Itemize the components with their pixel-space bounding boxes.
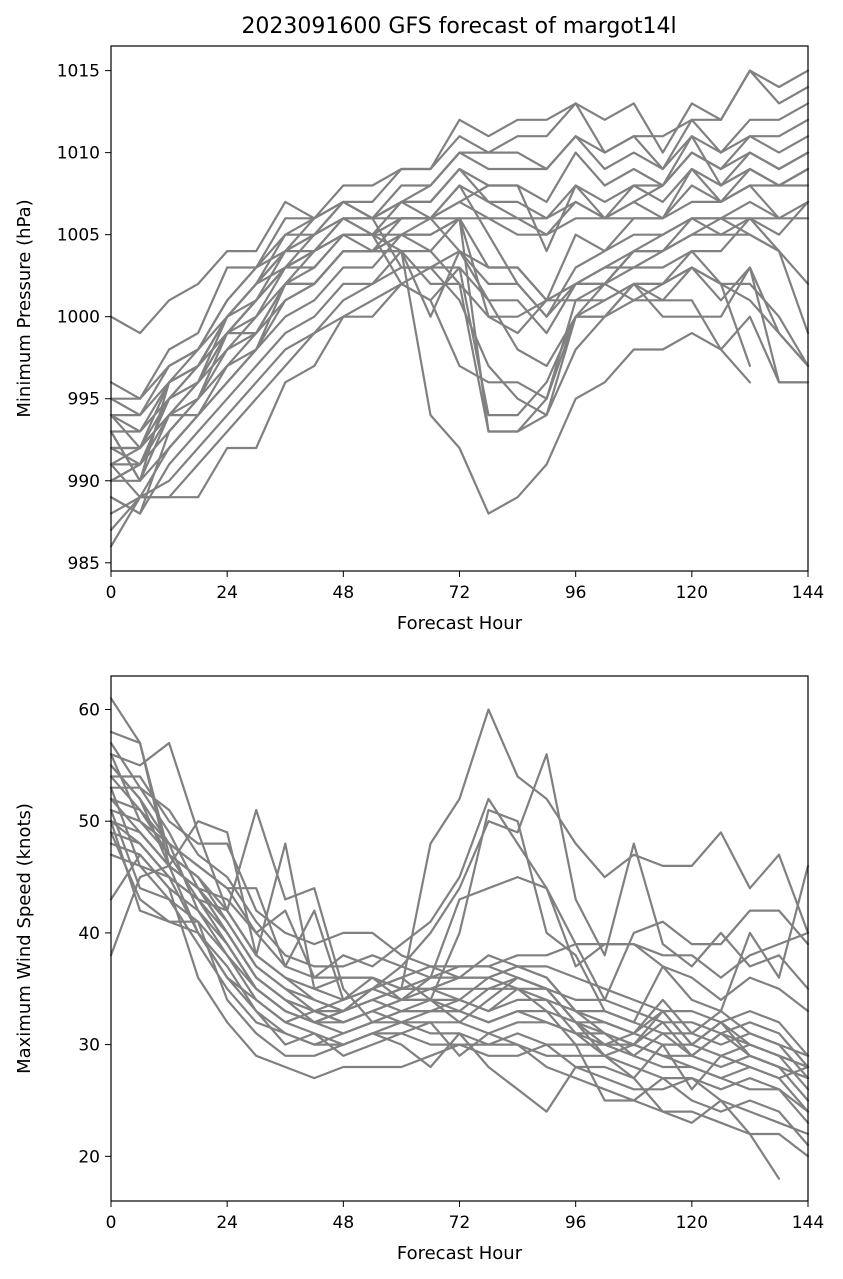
wind-y-tick-label: 20 (78, 1147, 100, 1167)
wind-x-tick-label: 96 (565, 1213, 587, 1233)
pressure-series-line-8 (109, 184, 810, 482)
pressure-y-tick-label: 1005 (57, 226, 100, 246)
pressure-x-tick-label: 0 (106, 583, 117, 603)
pressure-series-group (109, 69, 810, 548)
wind-x-tick-label: 72 (449, 1213, 471, 1233)
pressure-panel: 0 24 48 72 96 120 144 985 990 995 1000 1005 1010 1015… (14, 45, 824, 634)
pressure-series-line-20 (109, 167, 810, 417)
wind-series-line-3 (109, 741, 810, 1001)
wind-x-tick-label: 120 (676, 1213, 708, 1233)
wind-x-tick-label: 24 (216, 1213, 238, 1233)
wind-series-line-20 (109, 753, 810, 1069)
pressure-y-tick-label: 985 (68, 554, 100, 574)
pressure-series-line-14 (109, 250, 810, 515)
pressure-x-tick-label: 96 (565, 583, 587, 603)
chart-title: 2023091600 GFS forecast of margot14l (241, 14, 676, 39)
wind-series-line-17 (109, 820, 810, 1147)
pressure-series-line-18 (109, 217, 781, 450)
pressure-x-tick-label: 72 (449, 583, 471, 603)
pressure-y-tick-label: 1010 (57, 144, 100, 164)
pressure-x-tick-label: 144 (792, 583, 824, 603)
pressure-series-line-1 (109, 69, 810, 335)
pressure-series-line-16 (109, 233, 751, 515)
pressure-x-tick-label: 24 (216, 583, 238, 603)
pressure-x-tick-label: 120 (676, 583, 708, 603)
wind-series-line-1 (109, 697, 810, 990)
wind-series-line-24 (109, 820, 810, 1080)
pressure-series-line-24 (109, 217, 810, 482)
pressure-x-axis-label: Forecast Hour (397, 613, 523, 634)
wind-y-tick-label: 60 (78, 701, 100, 721)
wind-y-axis-label: Maximum Wind Speed (knots) (14, 803, 35, 1074)
pressure-y-axis-label: Minimum Pressure (hPa) (14, 199, 35, 417)
pressure-series-line-13 (109, 250, 810, 450)
wind-series-line-19 (109, 786, 810, 1091)
wind-series-line-10 (109, 820, 810, 1091)
pressure-y-tick-label: 1015 (57, 62, 100, 82)
wind-ticks: 0 24 48 72 96 120 144 20 30 40 50 60 (78, 701, 824, 1233)
wind-y-tick-label: 50 (78, 812, 100, 832)
wind-x-axis-label: Forecast Hour (397, 1243, 523, 1264)
pressure-ticks: 0 24 48 72 96 120 144 985 990 995 1000 1005 1010 1015 (57, 62, 824, 603)
wind-series-line-15 (109, 853, 810, 1136)
wind-x-tick-label: 48 (333, 1213, 355, 1233)
wind-series-line-23 (109, 797, 810, 1069)
pressure-y-tick-label: 1000 (57, 308, 100, 328)
pressure-axes-frame (110, 45, 809, 572)
wind-series-line-8 (109, 797, 810, 1069)
wind-y-tick-label: 30 (78, 1036, 100, 1056)
wind-x-tick-label: 144 (792, 1213, 824, 1233)
wind-series-line-21 (109, 764, 810, 1080)
pressure-y-tick-label: 995 (68, 390, 100, 410)
wind-x-tick-label: 0 (106, 1213, 117, 1233)
wind-series-line-4 (109, 741, 810, 1024)
wind-series-group (109, 697, 810, 1180)
wind-series-line-16 (109, 831, 810, 1158)
pressure-x-tick-label: 48 (333, 583, 355, 603)
wind-y-tick-label: 40 (78, 924, 100, 944)
pressure-y-tick-label: 990 (68, 472, 100, 492)
